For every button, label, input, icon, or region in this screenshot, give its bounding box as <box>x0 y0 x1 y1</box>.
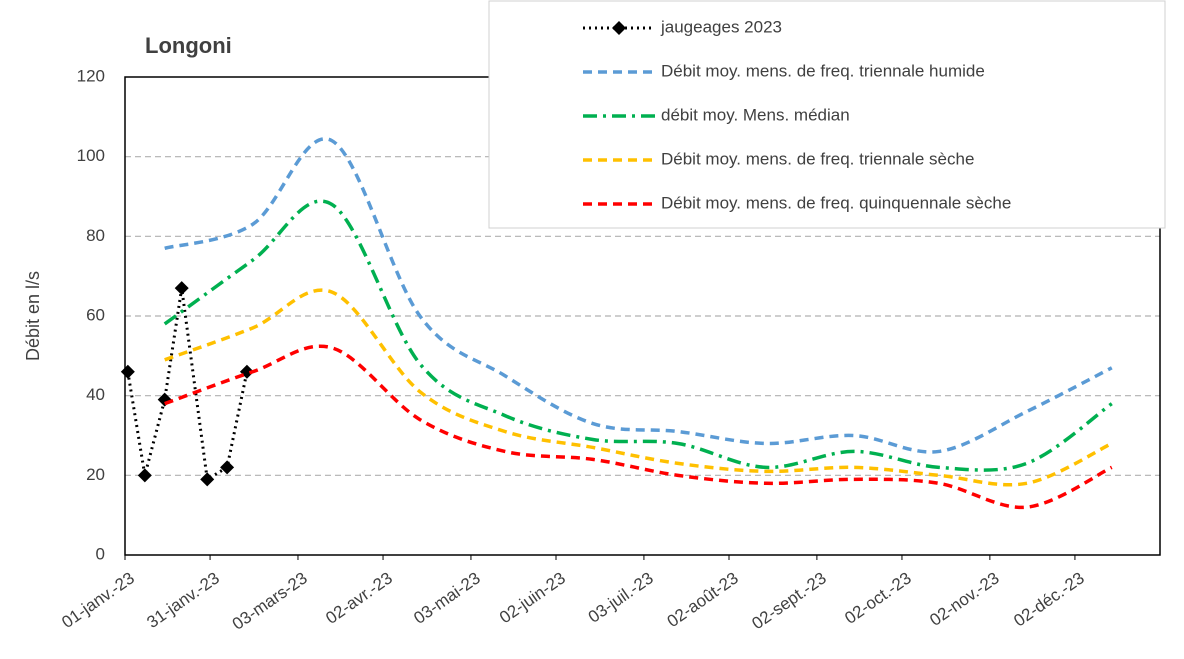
x-tick-label: 31-janv.-23 <box>143 568 223 632</box>
marker <box>612 21 626 35</box>
x-tick-label: 03-mars-23 <box>229 568 311 633</box>
x-tick-label: 03-mai-23 <box>410 568 484 627</box>
legend-label: Débit moy. mens. de freq. quinquennale s… <box>661 193 1011 212</box>
x-tick-label: 02-nov.-23 <box>926 568 1002 629</box>
legend: jaugeages 2023 Débit moy. mens. de freq. … <box>488 0 1166 229</box>
x-tick-label: 02-juin-23 <box>496 568 569 627</box>
y-tick-label: 0 <box>96 544 105 563</box>
series-line <box>164 344 1113 510</box>
series-line <box>164 137 1113 454</box>
y-axis-label: Débit en l/s <box>23 271 43 361</box>
y-tick-label: 60 <box>86 305 105 324</box>
marker <box>157 392 172 407</box>
x-tick-label: 02-août-23 <box>664 568 742 631</box>
series-line <box>126 287 249 482</box>
y-tick-label: 100 <box>77 146 105 165</box>
marker <box>200 472 215 487</box>
series-line <box>164 288 1113 487</box>
y-tick-label: 80 <box>86 226 105 245</box>
x-tick-label: 02-avr.-23 <box>322 568 396 627</box>
marker <box>174 281 189 296</box>
legend-label: jaugeages 2023 <box>660 17 782 36</box>
legend-label: débit moy. Mens. médian <box>661 105 850 124</box>
legend-label: Débit moy. mens. de freq. triennale humi… <box>661 61 985 80</box>
y-tick-label: 20 <box>86 465 105 484</box>
x-tick-label: 02-déc.-23 <box>1010 568 1087 630</box>
x-tick-label: 02-oct.-23 <box>841 568 915 627</box>
marker <box>137 468 152 483</box>
legend-label: Débit moy. mens. de freq. triennale sèch… <box>661 149 974 168</box>
y-tick-label: 120 <box>77 66 105 85</box>
marker <box>220 460 235 475</box>
legend-box <box>488 0 1166 229</box>
x-tick-label: 03-juil.-23 <box>585 568 657 626</box>
x-tick-label: 01-janv.-23 <box>58 568 138 632</box>
chart-title: Longoni <box>145 33 232 58</box>
series-line <box>163 199 1113 472</box>
x-tick-label: 02-sept.-23 <box>748 568 829 633</box>
marker <box>120 364 135 379</box>
y-tick-label: 40 <box>86 385 105 404</box>
